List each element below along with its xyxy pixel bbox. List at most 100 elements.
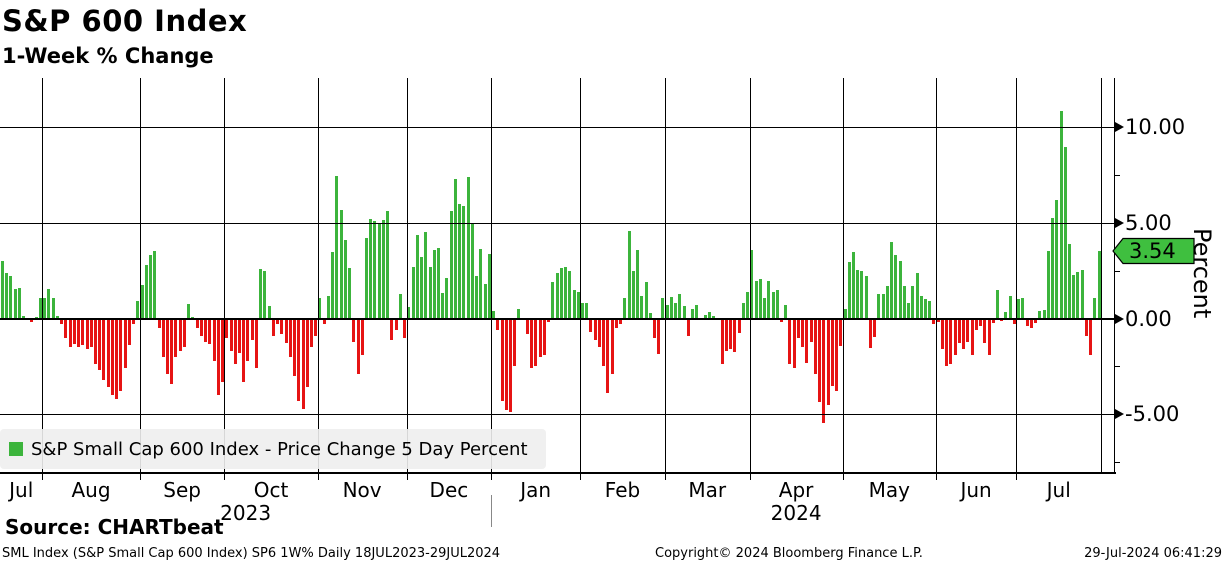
bar [144,264,148,319]
bar [115,318,119,399]
bar [538,318,542,357]
bar [314,318,318,336]
bar [1000,318,1004,322]
bar [403,318,407,338]
bar [263,270,267,319]
bar [868,318,872,349]
bar [178,318,182,351]
bar [487,253,491,319]
year-label: 2024 [770,501,822,525]
legend[interactable]: S&P Small Cap 600 Index - Price Change 5… [0,429,546,469]
bar [17,287,21,319]
bar [390,318,394,340]
bar [369,219,373,319]
x-tick-label: Nov [342,478,382,502]
bar [826,318,830,405]
bar [936,318,940,323]
bar [602,318,606,367]
bar [458,203,462,319]
bar [166,318,169,374]
x-tick-label: Oct [253,478,289,502]
bar [1063,147,1067,319]
bar [686,318,690,336]
bar [22,316,25,319]
y-tick-label: -5.00 [1125,402,1180,427]
bar [995,289,999,319]
bar [661,298,665,319]
bar [860,270,864,319]
bar [225,318,229,338]
bar [881,293,885,319]
x-tick-label: Dec [429,478,469,502]
bar [373,220,377,319]
bar [352,318,356,342]
bar [1084,318,1088,336]
bar [771,291,775,319]
bar [665,305,669,319]
month-gridline [42,78,44,472]
bar [140,285,144,319]
bar [449,211,453,319]
bar [1080,269,1084,319]
bar [437,247,440,319]
y-tick-arrow-icon [1115,313,1124,324]
bar [208,318,212,345]
x-tick-label: Jul [1046,478,1071,502]
x-tick-label: May [868,478,910,502]
month-gridline [491,78,493,472]
bar [432,249,436,319]
y-tick-label: 5.00 [1125,210,1172,235]
bar [51,298,55,319]
bar [1067,243,1071,319]
bar [1046,250,1050,319]
bar [229,318,233,351]
last-value-text: 3.54 [1129,239,1176,263]
bar [72,318,76,345]
bar [293,318,296,376]
bar [110,318,114,395]
month-tick [749,473,751,480]
bar [911,286,915,319]
bar [415,235,419,319]
bar [542,318,546,355]
bar [60,318,64,325]
x-tick-label: Mar [688,478,727,502]
bar [979,318,982,327]
bar [801,318,805,348]
bar [1012,318,1016,325]
bar [767,281,771,319]
bar [1004,311,1008,319]
bar [411,266,415,319]
bar [830,318,834,386]
month-gridline [580,78,582,472]
bar [568,270,572,319]
y-tick-arrow-icon [1115,122,1124,133]
month-tick [224,473,226,480]
bar [839,318,843,347]
bar [339,210,343,319]
bar [1072,274,1076,319]
y-minor-tick [1114,462,1120,463]
bar [1034,318,1037,324]
bar [792,318,796,369]
bar [890,242,894,319]
bar [94,318,97,365]
year-separator [491,495,493,527]
bar [106,318,110,388]
y-gridline [0,127,1115,129]
bar [775,289,779,319]
bar [187,304,191,319]
bar [907,303,910,319]
bar [242,318,246,382]
bar [1038,310,1042,319]
bar [305,318,309,388]
bar [1017,299,1021,319]
bar [509,318,512,413]
bar [132,318,136,325]
bar [970,318,974,355]
bar [593,318,597,340]
bar [636,249,639,319]
x-tick-label: Jul [9,478,34,502]
bar [809,318,813,342]
bar [68,318,72,348]
